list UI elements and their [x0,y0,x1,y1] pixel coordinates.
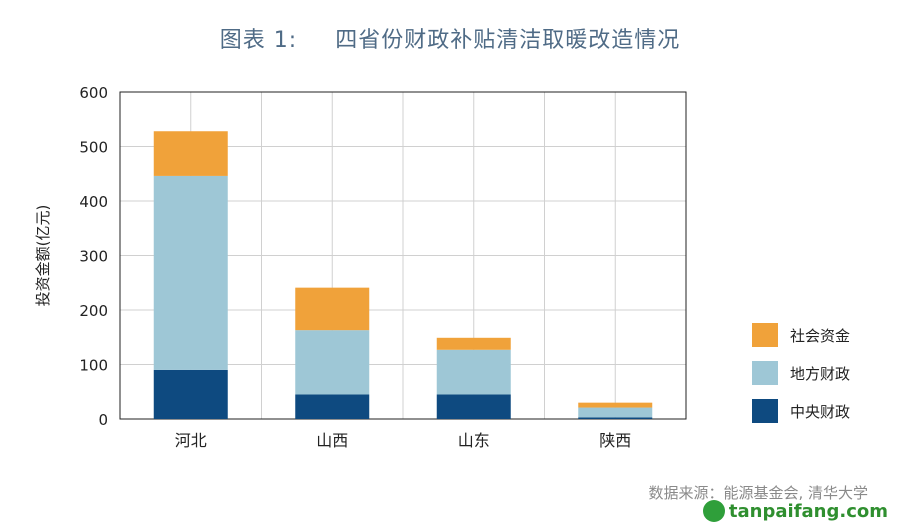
bar-segment [436,337,511,350]
legend-label: 中央财政 [790,403,850,421]
x-tick-label: 河北 [175,431,207,450]
legend-label: 社会资金 [790,327,850,345]
bar-segment [295,287,370,331]
legend-label: 地方财政 [790,365,850,383]
y-axis-label: 投资金额(亿元) [34,205,52,307]
legend-swatch [752,399,778,423]
watermark: tanpaifang.com [702,500,888,522]
bar-segment [436,394,511,419]
y-tick-label: 100 [79,357,108,375]
bar-segment [153,369,228,419]
bar-segment [295,330,370,395]
data-source-note: 数据来源：能源基金会, 清华大学 [648,484,868,502]
y-tick-label: 600 [79,84,108,102]
chart-title: 图表 1: 四省份财政补贴清洁取暖改造情况 [0,22,900,54]
bar-segment [578,402,653,408]
bar-segment [153,175,228,370]
bar-segment [578,407,653,418]
bar-segment [295,394,370,419]
chart-title-text: 四省份财政补贴清洁取暖改造情况 [335,28,681,53]
chart-title-number: 图表 1: [219,28,298,53]
y-tick-label: 400 [79,193,108,211]
bar-segment [153,131,228,176]
bar-segment [436,349,511,395]
x-tick-label: 山东 [458,431,490,450]
plot-frame [119,91,687,420]
legend-swatch [752,361,778,385]
x-tick-label: 山西 [316,431,348,450]
y-tick-label: 500 [79,139,108,157]
bar-segment [578,417,653,419]
y-tick-label: 200 [79,302,108,320]
watermark-text: tanpaifang.com [728,500,888,522]
y-tick-label: 300 [79,248,108,266]
y-tick-label: 0 [98,411,108,429]
watermark-logo-icon [702,500,725,522]
legend-swatch [752,323,778,347]
x-tick-label: 陕西 [599,431,631,450]
